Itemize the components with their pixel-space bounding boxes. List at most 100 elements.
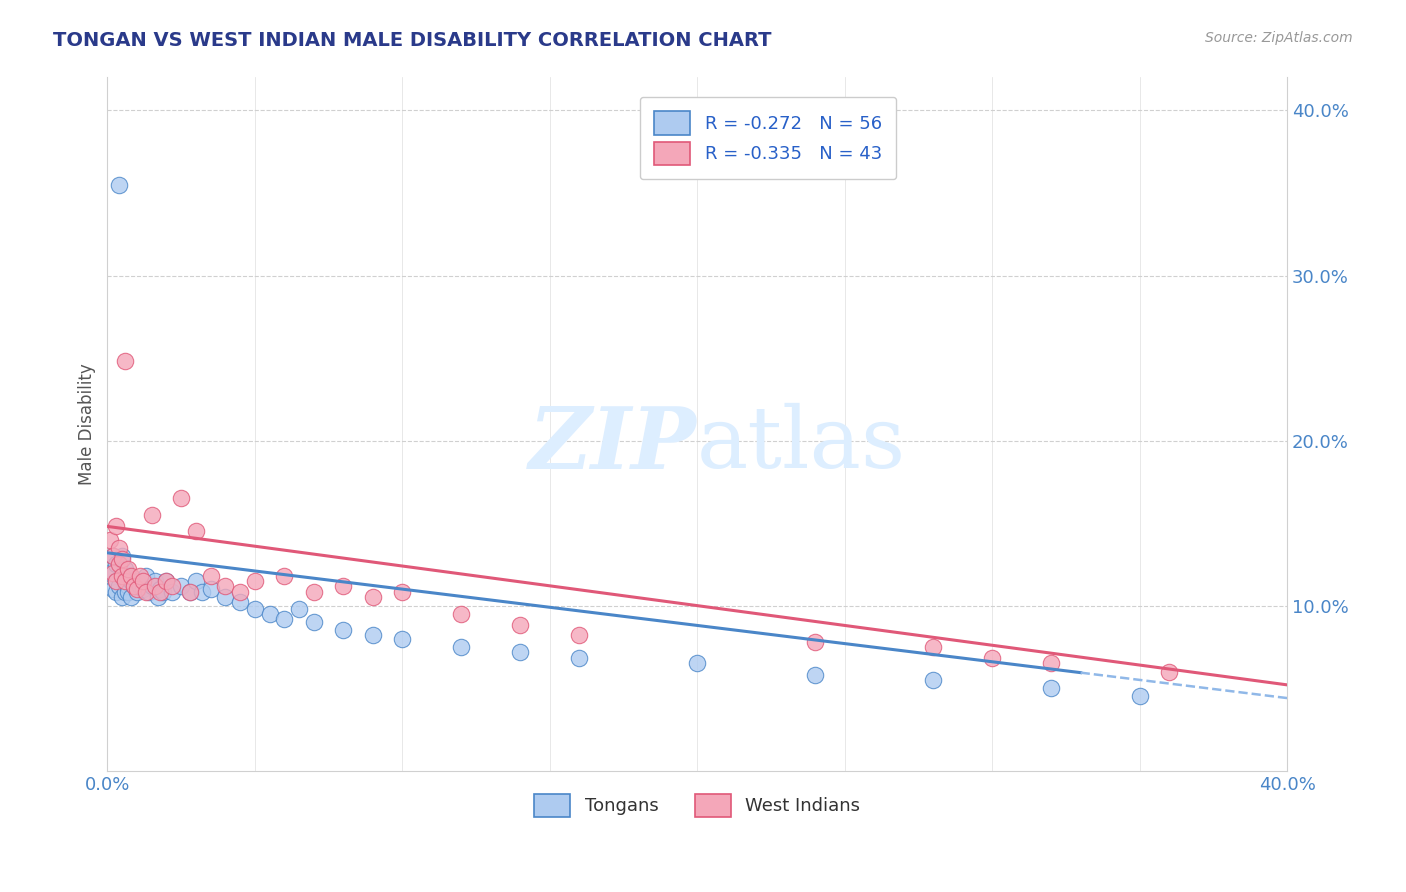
Point — [214, 579, 236, 593]
Point — [391, 632, 413, 646]
Point — [243, 574, 266, 588]
Point — [128, 569, 150, 583]
Point — [108, 178, 131, 192]
Point — [108, 541, 131, 555]
Point — [141, 508, 163, 522]
Point — [288, 602, 311, 616]
Point — [120, 574, 142, 588]
Point — [120, 591, 142, 605]
Point — [155, 574, 177, 588]
Point — [122, 579, 145, 593]
Point — [143, 574, 166, 588]
Point — [170, 491, 193, 506]
Point — [120, 569, 142, 583]
Point — [105, 558, 128, 572]
Point — [143, 579, 166, 593]
Point — [117, 562, 139, 576]
Point — [162, 579, 184, 593]
Point — [302, 615, 325, 629]
Text: TONGAN VS WEST INDIAN MALE DISABILITY CORRELATION CHART: TONGAN VS WEST INDIAN MALE DISABILITY CO… — [53, 31, 772, 50]
Point — [686, 657, 709, 671]
Point — [200, 582, 222, 596]
Point — [450, 607, 472, 621]
Point — [1040, 657, 1063, 671]
Point — [125, 582, 148, 596]
Point — [103, 582, 125, 596]
Point — [103, 549, 125, 563]
Point — [391, 585, 413, 599]
Point — [132, 574, 155, 588]
Point — [146, 591, 169, 605]
Point — [128, 579, 150, 593]
Point — [229, 595, 252, 609]
Point — [922, 673, 945, 687]
Point — [200, 569, 222, 583]
Point — [103, 549, 125, 563]
Point — [105, 574, 128, 588]
Point — [149, 585, 172, 599]
Point — [259, 607, 281, 621]
Text: Source: ZipAtlas.com: Source: ZipAtlas.com — [1205, 31, 1353, 45]
Point — [114, 574, 136, 588]
Point — [111, 549, 134, 563]
Point — [117, 579, 139, 593]
Point — [141, 579, 163, 593]
Point — [332, 579, 354, 593]
Point — [114, 585, 136, 599]
Point — [155, 574, 177, 588]
Y-axis label: Male Disability: Male Disability — [79, 363, 96, 485]
Point — [361, 628, 384, 642]
Point — [105, 574, 128, 588]
Point — [114, 574, 136, 588]
Point — [1159, 665, 1181, 679]
Point — [804, 668, 827, 682]
Point — [132, 582, 155, 596]
Point — [243, 602, 266, 616]
Legend: Tongans, West Indians: Tongans, West Indians — [527, 787, 868, 824]
Point — [273, 612, 295, 626]
Point — [125, 574, 148, 588]
Point — [184, 574, 207, 588]
Point — [111, 569, 134, 583]
Point — [135, 585, 157, 599]
Point — [149, 582, 172, 596]
Point — [108, 558, 131, 572]
Point — [302, 585, 325, 599]
Point — [98, 566, 121, 580]
Point — [125, 585, 148, 599]
Point — [117, 585, 139, 599]
Point — [229, 585, 252, 599]
Point — [111, 569, 134, 583]
Point — [361, 591, 384, 605]
Point — [1040, 681, 1063, 695]
Point — [509, 618, 531, 632]
Point — [922, 640, 945, 654]
Point — [103, 566, 125, 580]
Point — [122, 579, 145, 593]
Point — [138, 585, 160, 599]
Point — [98, 533, 121, 547]
Point — [108, 579, 131, 593]
Point — [111, 552, 134, 566]
Point — [162, 585, 184, 599]
Point — [179, 585, 201, 599]
Point — [509, 645, 531, 659]
Point — [190, 585, 212, 599]
Point — [450, 640, 472, 654]
Point — [170, 579, 193, 593]
Point — [111, 591, 134, 605]
Point — [273, 569, 295, 583]
Point — [117, 569, 139, 583]
Text: ZIP: ZIP — [529, 403, 697, 487]
Text: atlas: atlas — [697, 403, 907, 486]
Point — [184, 524, 207, 539]
Point — [114, 354, 136, 368]
Point — [179, 585, 201, 599]
Point — [152, 585, 174, 599]
Point — [568, 628, 591, 642]
Point — [568, 651, 591, 665]
Point — [105, 519, 128, 533]
Point — [135, 569, 157, 583]
Point — [804, 635, 827, 649]
Point — [214, 591, 236, 605]
